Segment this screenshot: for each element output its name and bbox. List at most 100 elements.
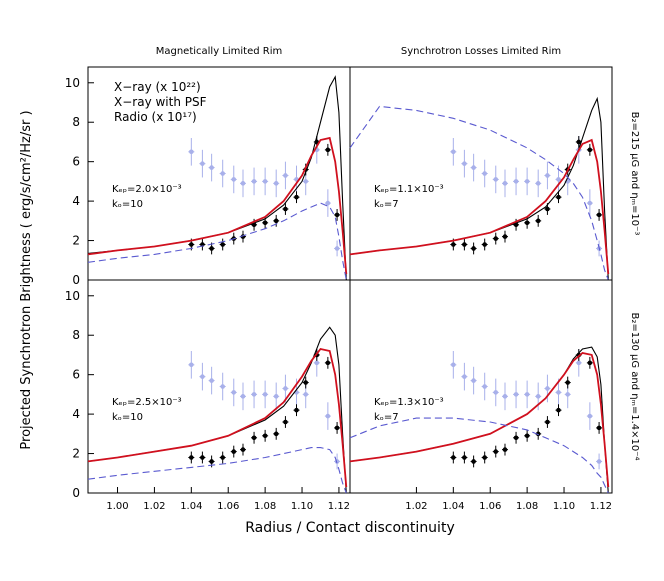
radio-point: [209, 378, 214, 383]
radio-point: [262, 179, 268, 184]
curve: [349, 105, 609, 281]
x-tick-label: 1.12: [590, 501, 612, 512]
x-axis-label: Radius / Contact discontinuity: [245, 520, 454, 536]
legend-entry: Radio (x 10¹⁷): [114, 110, 197, 124]
radio-point: [283, 386, 288, 391]
xray-point: [231, 449, 237, 454]
radio-point: [524, 392, 530, 397]
annotation: kₒ=10: [112, 412, 143, 423]
x-tick-label: 1.08: [254, 501, 276, 512]
radio-point: [471, 165, 476, 170]
y-tick-label: 8: [72, 115, 80, 129]
annotation: kₒ=10: [112, 199, 143, 210]
xray-point: [556, 194, 561, 200]
xray-point: [209, 246, 214, 251]
y-tick-label: 2: [72, 447, 80, 461]
curve: [349, 352, 610, 488]
xray-point: [524, 220, 530, 226]
radio-point: [502, 181, 508, 186]
annotation: Kₑₚ=1.3×10⁻³: [374, 397, 444, 408]
radio-point: [283, 173, 288, 178]
xray-point: [303, 380, 309, 385]
radio-point: [545, 386, 550, 391]
curve: [87, 347, 348, 488]
xray-point: [471, 246, 476, 251]
panel-frame: [87, 279, 351, 494]
radio-point: [556, 390, 561, 395]
radio-point: [545, 173, 550, 178]
xray-point: [189, 242, 194, 247]
radio-point: [189, 149, 194, 155]
radio-point: [493, 390, 499, 395]
radio-point: [513, 179, 519, 184]
radio-point: [471, 378, 476, 383]
annotation: Kₑₚ=1.1×10⁻³: [374, 184, 444, 195]
x-tick-label: 1.10: [553, 501, 575, 512]
xray-point: [502, 234, 508, 239]
xray-point: [565, 380, 571, 385]
xray-point: [294, 407, 299, 413]
side-label: B₂=215 μG and ηₘ=10⁻³: [629, 112, 640, 236]
radio-point: [240, 181, 246, 186]
xray-point: [325, 147, 331, 153]
radio-point: [482, 384, 487, 389]
radio-point: [451, 149, 456, 155]
y-tick-label: 2: [72, 234, 80, 248]
radio-point: [200, 374, 205, 379]
xray-point: [283, 419, 288, 425]
y-axis-label: Projected Synchrotron Brightness ( erg/s…: [19, 110, 34, 449]
radio-point: [325, 200, 331, 206]
y-tick-label: 10: [65, 76, 80, 90]
radio-point: [556, 177, 561, 182]
curve: [87, 447, 347, 494]
radio-point: [209, 165, 214, 170]
radio-point: [565, 392, 571, 397]
xray-point: [493, 449, 499, 454]
xray-point: [576, 139, 582, 145]
curve: [349, 138, 610, 275]
radio-point: [303, 392, 309, 397]
x-tick-label: 1.02: [405, 501, 427, 512]
curve: [87, 326, 347, 494]
radio-point: [273, 181, 279, 186]
y-tick-label: 6: [72, 155, 80, 169]
radio-point: [273, 394, 279, 399]
xray-point: [294, 194, 299, 200]
xray-point: [556, 407, 561, 413]
xray-point: [200, 455, 205, 460]
xray-point: [545, 206, 550, 212]
xray-point: [240, 447, 246, 452]
xray-point: [334, 212, 340, 218]
x-tick-label: 1.10: [291, 501, 313, 512]
y-tick-label: 0: [72, 486, 80, 500]
annotation: Kₑₚ=2.5×10⁻³: [112, 397, 182, 408]
radio-point: [513, 392, 519, 397]
legend-entry: X−ray with PSF: [114, 95, 207, 109]
x-tick-label: 1.04: [442, 501, 464, 512]
xray-point: [587, 147, 593, 153]
xray-point: [482, 242, 487, 247]
radio-point: [482, 171, 487, 176]
xray-point: [189, 455, 194, 460]
radio-point: [325, 413, 331, 419]
x-tick-label: 1.08: [516, 501, 538, 512]
radio-point: [587, 200, 593, 206]
x-tick-label: 1.00: [106, 501, 128, 512]
radio-point: [303, 179, 309, 184]
xray-point: [513, 435, 519, 441]
xray-point: [451, 242, 456, 247]
panel-title: Synchrotron Losses Limited Rim: [401, 46, 561, 57]
y-tick-label: 4: [72, 407, 80, 421]
radio-point: [587, 413, 593, 419]
radio-point: [535, 181, 541, 186]
radio-point: [576, 360, 582, 366]
radio-point: [220, 384, 225, 389]
radio-point: [451, 362, 456, 368]
xray-point: [251, 435, 257, 441]
curve: [349, 417, 609, 494]
panel-frame: [349, 279, 613, 494]
x-tick-label: 1.04: [180, 501, 202, 512]
radio-point: [240, 394, 246, 399]
side-label: B₂=130 μG and ηₘ=1.4×10⁻⁴: [629, 312, 640, 460]
